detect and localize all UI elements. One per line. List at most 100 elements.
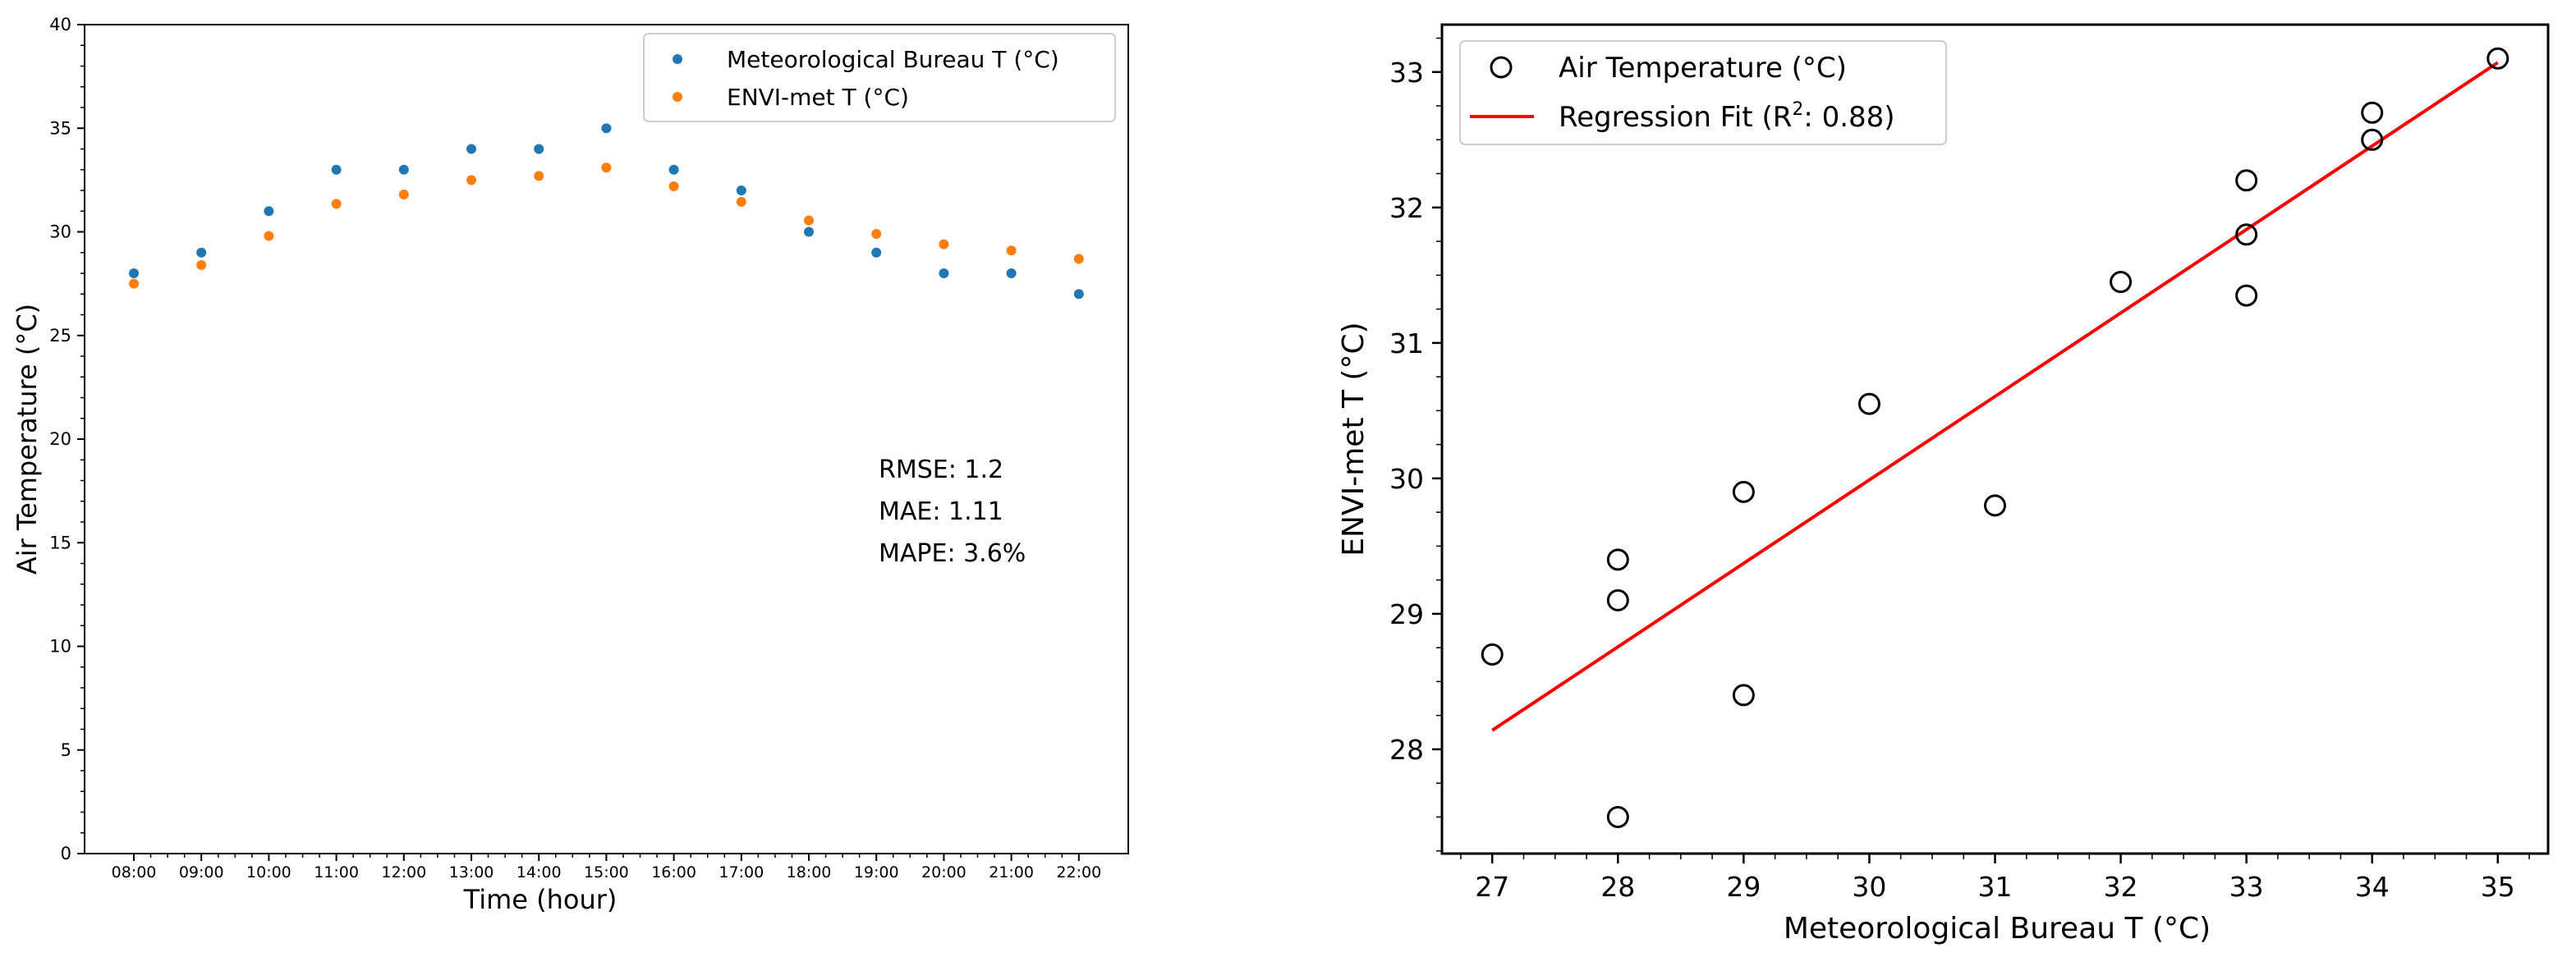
chart2-point <box>2486 47 2509 70</box>
chart1-point-envimet <box>534 171 544 181</box>
chart2-y-tick-label: 31 <box>1389 327 1424 359</box>
chart1-point-envimet <box>466 175 476 185</box>
chart1-y-tick-label: 35 <box>49 118 71 138</box>
chart1-y-tick-label: 25 <box>49 326 71 346</box>
chart2-regression-line-group <box>1491 61 2499 732</box>
chart1-point-bureau <box>668 164 679 175</box>
chart2-legend-label-air-temperature: Air Temperature (°C) <box>1559 52 1847 85</box>
chart2-x-axis-label: Meteorological Bureau T (°C) <box>1784 912 2211 946</box>
chart2-legend-label-regression-part2: : 0.88) <box>1803 101 1894 134</box>
chart2-point <box>2235 169 2258 192</box>
chart1-x-tick-label: 18:00 <box>787 863 832 881</box>
chart2-y-tick-label: 33 <box>1389 57 1424 89</box>
chart1-data-points <box>129 123 1084 300</box>
chart1-point-bureau <box>1006 268 1017 278</box>
regression-chart: 28 29 30 31 32 33 27 28 29 30 31 32 33 34 35 Meteorol… <box>1337 23 2550 946</box>
chart2-legend-box <box>1459 40 1947 145</box>
chart1-mape-text: MAPE: 3.6% <box>879 539 1026 568</box>
chart1-point-envimet <box>331 199 342 209</box>
chart1-x-tick-label: 16:00 <box>651 863 696 881</box>
chart1-x-tick-label: 13:00 <box>449 863 494 881</box>
chart2-x-tick-label: 32 <box>2104 871 2138 903</box>
chart1-y-tick-label: 40 <box>49 15 71 34</box>
chart2-point <box>2235 223 2258 246</box>
chart1-point-bureau <box>939 268 949 278</box>
chart2-point <box>1984 494 2006 517</box>
chart1-point-bureau <box>804 227 814 237</box>
chart1-legend-box <box>643 33 1116 122</box>
chart2-y-tick-label: 29 <box>1389 598 1424 630</box>
chart1-y-tick-label: 15 <box>49 533 71 552</box>
chart1-y-axis: 0 5 10 15 20 25 30 35 40 <box>49 15 85 863</box>
chart2-point <box>2110 271 2133 294</box>
chart2-legend: Air Temperature (°C) Regression Fit (R2:… <box>1459 40 1947 145</box>
chart2-legend-marker-air-temperature <box>1490 56 1513 79</box>
chart2-plot-frame <box>1440 23 2550 855</box>
chart1-x-tick-label: 20:00 <box>921 863 967 881</box>
chart1-point-bureau <box>331 164 342 175</box>
chart1-point-envimet <box>1006 245 1017 256</box>
chart1-point-bureau <box>129 268 139 278</box>
chart1-x-tick-label: 08:00 <box>112 863 157 881</box>
time-series-chart: 0 5 10 15 20 25 30 35 40 08:00 09:00 10:00 11:00 12:… <box>11 15 1129 915</box>
chart2-point <box>1857 392 1880 415</box>
chart1-point-envimet <box>196 259 207 270</box>
chart1-x-tick-label: 19:00 <box>854 863 899 881</box>
chart2-y-axis-label: ENVI-met T (°C) <box>1337 322 1371 556</box>
chart1-y-tick-label: 20 <box>49 429 71 449</box>
chart1-point-envimet <box>939 239 949 250</box>
chart2-x-axis: 27 28 29 30 31 32 33 34 35 <box>1460 854 2530 903</box>
chart2-x-tick-label: 35 <box>2481 871 2515 903</box>
chart2-point <box>1606 805 1629 828</box>
chart2-point <box>1481 643 1504 666</box>
chart1-x-tick-label: 15:00 <box>584 863 629 881</box>
chart2-point <box>1732 684 1755 707</box>
chart2-x-tick-label: 27 <box>1475 871 1509 903</box>
chart2-legend-label-regression-part1: Regression Fit (R <box>1559 101 1792 134</box>
chart2-x-tick-label: 30 <box>1852 871 1886 903</box>
chart1-point-bureau <box>398 164 409 175</box>
chart1-point-envimet <box>129 278 139 289</box>
chart2-regression-line <box>1491 61 2499 732</box>
chart2-y-tick-label: 30 <box>1389 463 1424 495</box>
chart1-x-tick-label: 12:00 <box>381 863 426 881</box>
chart1-x-tick-label: 22:00 <box>1056 863 1101 881</box>
chart1-plot-frame <box>84 24 1129 854</box>
chart2-y-axis: 28 29 30 31 32 33 <box>1389 37 1442 852</box>
chart1-point-bureau <box>1073 289 1084 300</box>
chart1-point-envimet <box>736 196 746 207</box>
chart1-legend-label-bureau: Meteorological Bureau T (°C) <box>727 46 1059 73</box>
chart2-x-tick-label: 29 <box>1726 871 1761 903</box>
chart1-point-envimet <box>1073 254 1084 264</box>
chart1-x-tick-label: 17:00 <box>719 863 764 881</box>
chart1-legend-label-envimet: ENVI-met T (°C) <box>727 84 909 111</box>
chart1-x-tick-label: 09:00 <box>179 863 224 881</box>
chart2-point <box>1606 588 1629 611</box>
chart1-point-bureau <box>466 144 476 154</box>
chart1-legend-marker-bureau <box>673 54 682 64</box>
chart1-x-tick-label: 21:00 <box>989 863 1034 881</box>
chart1-point-envimet <box>398 190 409 200</box>
chart1-y-tick-label: 10 <box>49 637 71 657</box>
chart1-y-axis-label: Air Temperature (°C) <box>11 304 43 575</box>
chart1-x-tick-label: 10:00 <box>246 863 292 881</box>
chart1-y-tick-label: 5 <box>61 740 71 760</box>
chart2-y-tick-label: 28 <box>1389 734 1424 766</box>
chart2-point <box>2235 284 2258 307</box>
chart2-legend-label-regression-sup: 2 <box>1792 99 1803 120</box>
chart2-point <box>1606 548 1629 571</box>
chart1-point-envimet <box>804 215 814 226</box>
chart1-point-bureau <box>264 206 274 217</box>
chart1-point-envimet <box>601 163 612 173</box>
chart1-x-axis-label: Time (hour) <box>463 884 618 915</box>
chart1-x-tick-label: 11:00 <box>314 863 359 881</box>
chart1-mae-text: MAE: 1.11 <box>879 497 1003 526</box>
chart2-x-tick-label: 33 <box>2229 871 2264 903</box>
chart1-x-axis: 08:00 09:00 10:00 11:00 12:00 13:00 14:00 15:00… <box>112 854 1101 881</box>
chart1-y-tick-label: 30 <box>49 222 71 242</box>
chart1-point-bureau <box>871 247 882 258</box>
chart1-point-bureau <box>534 144 544 154</box>
chart1-metrics-annotation: RMSE: 1.2 MAE: 1.11 MAPE: 3.6% <box>879 456 1026 568</box>
chart1-point-bureau <box>736 185 746 195</box>
